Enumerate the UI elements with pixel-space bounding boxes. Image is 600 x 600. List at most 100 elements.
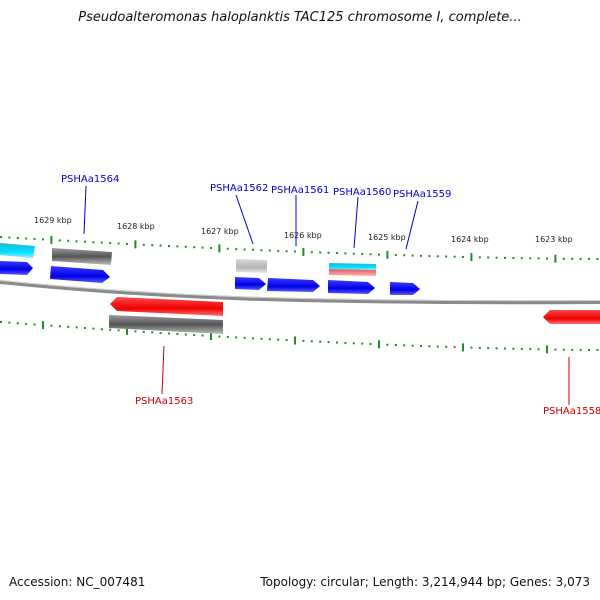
scale-tick (554, 348, 557, 351)
scale-tick (142, 243, 145, 246)
gene-arrow-1559[interactable] (390, 282, 420, 295)
scale-tick (84, 240, 86, 243)
scale-tick (319, 251, 322, 254)
scale-tick (445, 345, 448, 348)
scale-tick (134, 330, 137, 333)
scale-tick (151, 331, 154, 334)
feature-gray-1563[interactable] (109, 315, 223, 334)
scale-tick (369, 253, 372, 256)
feature-light-1562[interactable] (236, 259, 267, 273)
scale-tick (470, 253, 473, 262)
scale-tick (302, 339, 305, 342)
scale-tick (495, 256, 498, 259)
scale-tick (84, 327, 86, 329)
feature-gray-1564[interactable] (52, 248, 112, 265)
scale-tick (294, 250, 296, 253)
scale-tick (310, 340, 313, 343)
scale-tick (33, 323, 36, 326)
scale-tick (495, 347, 498, 350)
scale-tick (252, 248, 254, 251)
gene-label-1558[interactable]: PSHAa1558 (543, 406, 600, 417)
scale-tick (352, 252, 355, 255)
scale-tick (0, 236, 2, 238)
scale-tick (319, 340, 322, 343)
gene-label-1564[interactable]: PSHAa1564 (61, 174, 119, 185)
scale-tick (226, 247, 229, 250)
scale-tick (168, 332, 170, 335)
gene-label-1562[interactable]: PSHAa1562 (210, 183, 268, 194)
scale-tick (16, 237, 19, 239)
feature-pink-1560[interactable] (329, 269, 376, 276)
scale-tick (42, 321, 44, 330)
gene-arrow-1560[interactable] (328, 280, 375, 294)
scale-tick (378, 253, 380, 256)
scale-tick (268, 249, 271, 252)
scale-tick (126, 326, 128, 335)
scale-tick (168, 245, 170, 247)
scale-tick (126, 242, 128, 245)
scale-tick (327, 341, 330, 344)
leader-line-1562 (235, 194, 254, 245)
scale-tick (159, 244, 162, 247)
scale-tick (260, 337, 263, 340)
gene-arrow-1563[interactable] (110, 297, 223, 316)
gene-label-1561[interactable]: PSHAa1561 (271, 185, 329, 196)
gene-arrow-1562[interactable] (235, 277, 266, 290)
scale-tick (277, 338, 280, 341)
leader-line-1563 (161, 345, 165, 395)
scale-tick (109, 328, 112, 331)
scale-label-1628: 1628 kbp (117, 222, 155, 231)
feature-cyan-left[interactable] (0, 243, 35, 258)
scale-tick (218, 335, 221, 338)
scale-tick (428, 255, 431, 258)
scale-tick (352, 342, 355, 345)
scale-tick (243, 336, 246, 339)
gene-label-1560[interactable]: PSHAa1560 (333, 187, 391, 198)
gene-label-1563[interactable]: PSHAa1563 (135, 396, 193, 407)
scale-tick (478, 256, 481, 259)
gene-arrow-left-edge[interactable] (0, 261, 33, 275)
scale-tick (529, 348, 532, 351)
scale-tick (210, 332, 212, 340)
scale-tick (159, 332, 162, 334)
scale-tick (134, 240, 137, 249)
scale-label-1624: 1624 kbp (451, 235, 489, 244)
scale-tick (504, 347, 506, 350)
scale-tick (176, 333, 179, 335)
scale-label-1626: 1626 kbp (284, 231, 322, 240)
scale-tick (546, 345, 548, 354)
scale-tick (504, 256, 506, 259)
scale-tick (462, 255, 464, 258)
scale-tick (201, 334, 204, 337)
leader-line-1559 (405, 200, 419, 250)
gene-arrow-1564[interactable] (50, 266, 110, 283)
gene-arrow-1558[interactable] (543, 310, 600, 324)
scale-tick (512, 257, 515, 259)
scale-tick (386, 250, 389, 259)
scale-tick (201, 246, 204, 249)
scale-tick (596, 349, 599, 351)
scale-tick (42, 238, 44, 241)
scale-tick (394, 344, 397, 346)
gene-label-1559[interactable]: PSHAa1559 (393, 189, 451, 200)
scale-tick (243, 248, 246, 251)
scale-tick (436, 345, 439, 348)
scale-ticks-bottom (0, 321, 599, 354)
scale-tick (596, 258, 599, 260)
scale-tick (193, 334, 196, 336)
scale-tick (117, 242, 120, 245)
scale-tick (294, 336, 296, 345)
gene-arrow-1561[interactable] (267, 278, 320, 292)
scale-tick (546, 257, 548, 260)
scale-tick (285, 339, 288, 342)
feature-cyan-1560[interactable] (329, 263, 376, 270)
scale-tick (67, 325, 70, 328)
scale-tick (268, 338, 271, 341)
scale-tick (361, 342, 364, 345)
scale-tick (394, 254, 397, 257)
scale-tick (8, 321, 11, 324)
scale-tick (75, 326, 78, 329)
scale-tick (92, 327, 95, 330)
scale-tick (562, 257, 565, 260)
scale-tick (184, 333, 187, 336)
